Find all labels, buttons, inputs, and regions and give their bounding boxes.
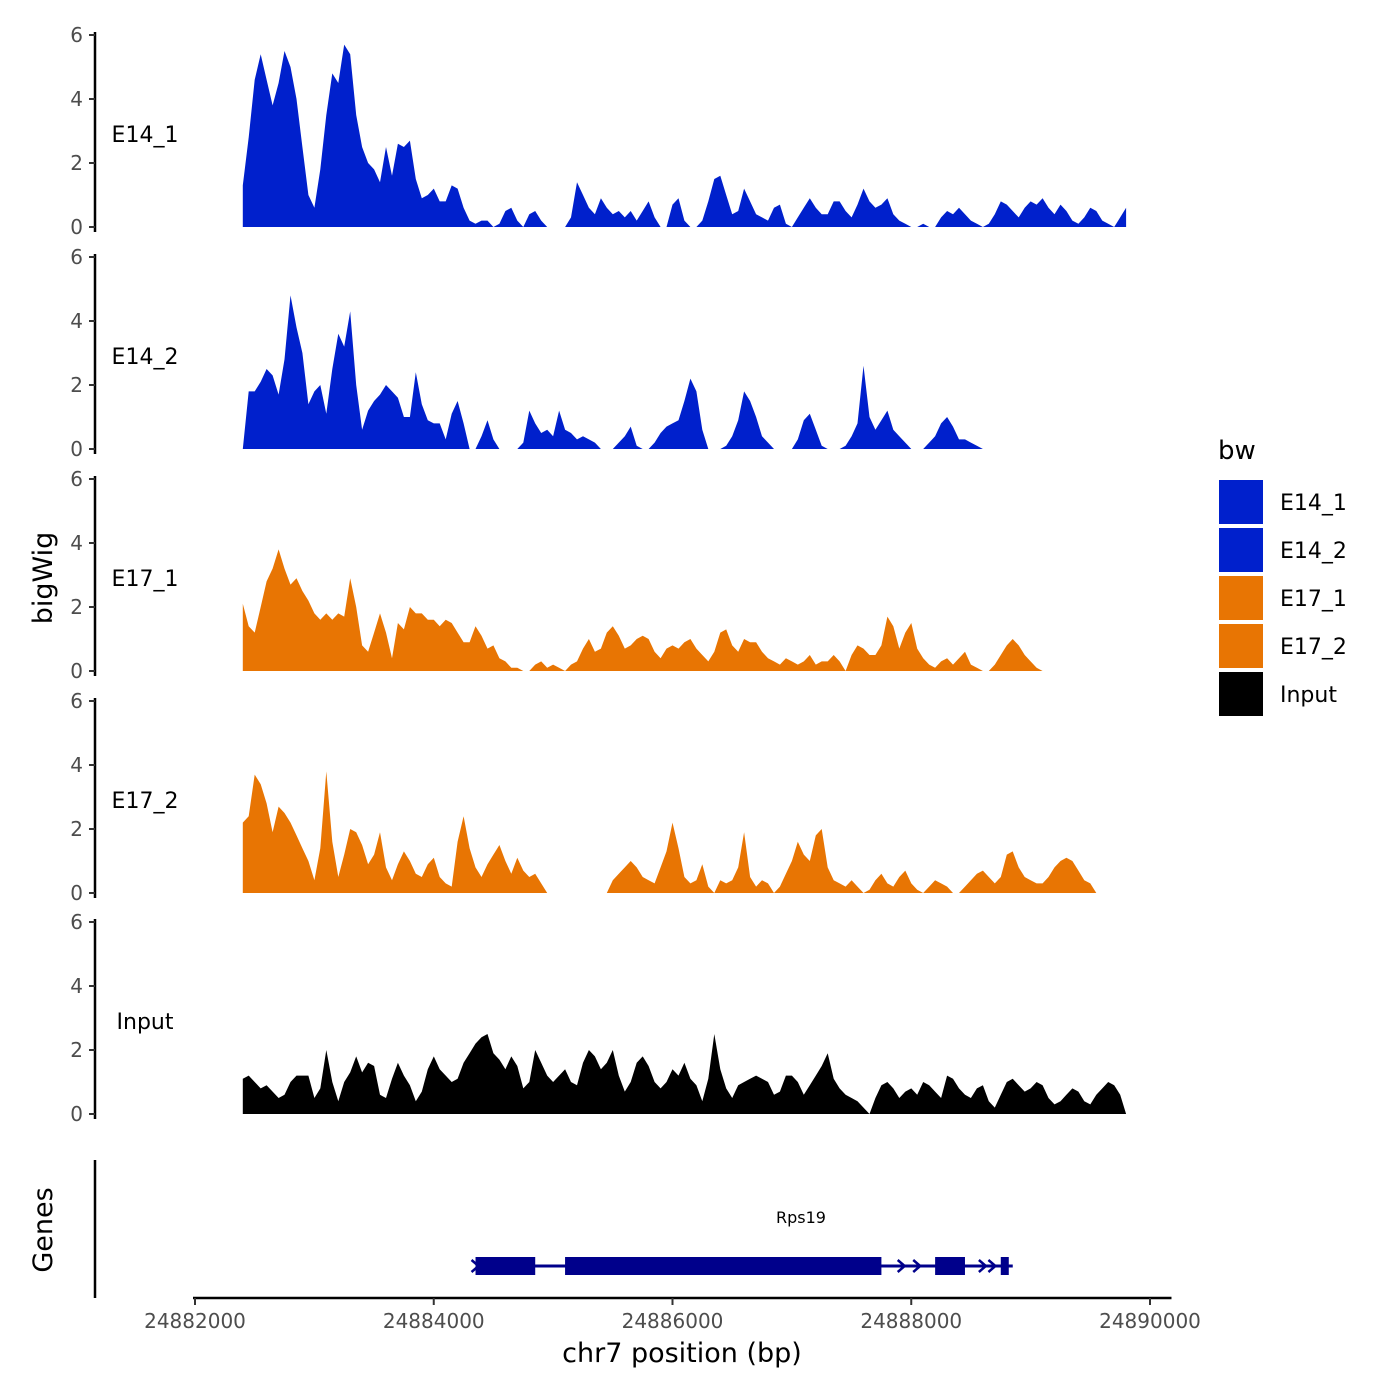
area-E17_1: [242, 549, 1127, 671]
gene-exon: [1000, 1257, 1009, 1275]
track-Input: 0 2 4 6 Input: [70, 910, 1127, 1126]
area-Input: [242, 1034, 1127, 1114]
track-label-E14_1: E14_1: [112, 123, 179, 148]
y-tick-label: 6: [70, 23, 83, 47]
area-E14_2: [242, 295, 1103, 449]
tracks-layer: 0 2 4 6 E14_1 0 2 4 6 E14_2 0 2 4 6 E17_1 0 2 4 6 E17_2 0 2 4 6…: [70, 23, 1127, 1126]
track-E14_1: 0 2 4 6 E14_1: [70, 23, 1127, 239]
legend-label-E14_2: E14_2: [1280, 539, 1347, 564]
area-E17_2: [242, 771, 1127, 893]
genes-axis-title: Genes: [28, 1187, 59, 1272]
legend-label-E17_2: E17_2: [1280, 635, 1347, 660]
gene-strand-arrow: [470, 1259, 481, 1273]
x-tick-label: 24882000: [144, 1309, 246, 1333]
legend-swatch-E14_2: [1219, 528, 1263, 572]
track-E17_2: 0 2 4 6 E17_2: [70, 689, 1127, 905]
area-E14_1: [242, 44, 1127, 227]
track-label-E17_2: E17_2: [112, 789, 179, 814]
track-E17_1: 0 2 4 6 E17_1: [70, 467, 1127, 683]
y-tick-label: 2: [70, 373, 83, 397]
legend-swatch-E17_2: [1219, 624, 1263, 668]
y-tick-label: 0: [70, 659, 83, 683]
legend-title: bw: [1218, 436, 1256, 466]
legend-label-E17_1: E17_1: [1280, 587, 1347, 612]
legend-swatch-Input: [1219, 672, 1263, 716]
x-tick-label: 24888000: [860, 1309, 962, 1333]
y-tick-label: 6: [70, 689, 83, 713]
gene-strand-arrow: [912, 1259, 923, 1273]
track-E14_2: 0 2 4 6 E14_2: [70, 245, 1103, 461]
gene-strand-arrow: [987, 1259, 998, 1273]
track-label-E17_1: E17_1: [112, 567, 179, 592]
y-tick-label: 2: [70, 151, 83, 175]
gene-label: Rps19: [776, 1208, 826, 1227]
legend-swatch-E14_1: [1219, 480, 1263, 524]
gene-exon: [565, 1257, 882, 1275]
x-axis-title: chr7 position (bp): [562, 1338, 802, 1369]
y-tick-label: 4: [70, 87, 83, 111]
x-tick-label: 24886000: [622, 1309, 724, 1333]
track-label-Input: Input: [117, 1010, 174, 1035]
gene-exon: [935, 1257, 965, 1275]
x-axis: 24882000 24884000 24886000 24888000 24890000: [144, 1296, 1201, 1333]
legend: bw E14_1 E14_2 E17_1 E17_2 Input: [1218, 436, 1347, 716]
y-tick-label: 2: [70, 595, 83, 619]
gene-exon: [475, 1257, 536, 1275]
y-tick-label: 0: [70, 881, 83, 905]
y-tick-label: 0: [70, 215, 83, 239]
x-tick-label: 24884000: [383, 1309, 485, 1333]
y-tick-label: 0: [70, 437, 83, 461]
y-tick-label: 2: [70, 1038, 83, 1062]
legend-label-E14_1: E14_1: [1280, 491, 1347, 516]
legend-label-Input: Input: [1280, 683, 1337, 708]
legend-swatch-E17_1: [1219, 576, 1263, 620]
y-tick-label: 6: [70, 467, 83, 491]
gene-strand-arrow: [896, 1259, 907, 1273]
gene-panel: Rps19: [93, 1160, 1013, 1298]
y-tick-label: 2: [70, 817, 83, 841]
y-tick-label: 4: [70, 753, 83, 777]
y-tick-label: 4: [70, 309, 83, 333]
y-tick-label: 6: [70, 910, 83, 934]
y-tick-label: 4: [70, 974, 83, 998]
gene-strand-arrow: [978, 1259, 988, 1273]
y-tick-label: 4: [70, 531, 83, 555]
y-tick-label: 0: [70, 1102, 83, 1126]
y-tick-label: 6: [70, 245, 83, 269]
x-tick-label: 24890000: [1099, 1309, 1201, 1333]
track-label-E14_2: E14_2: [112, 345, 179, 370]
y-axis-title: bigWig: [28, 532, 59, 625]
